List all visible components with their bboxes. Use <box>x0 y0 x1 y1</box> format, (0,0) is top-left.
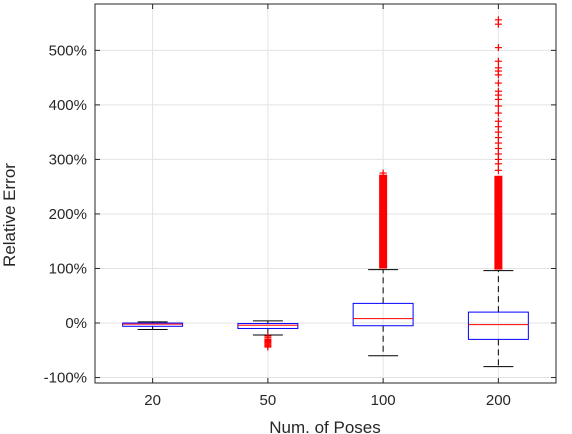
y-tick-label: -100% <box>44 370 87 387</box>
outlier-point <box>494 166 502 174</box>
outlier-point <box>494 57 502 65</box>
box-group-200 <box>467 16 529 368</box>
y-tick-label: 0% <box>65 315 87 332</box>
y-tick-label: 100% <box>49 260 87 277</box>
outlier-point <box>494 87 502 95</box>
box-iqr <box>237 323 299 329</box>
y-tick-label: 200% <box>49 206 87 223</box>
outlier-point <box>494 64 502 72</box>
dense-outlier-band <box>379 174 388 269</box>
box-group-50 <box>237 320 299 351</box>
box-group-20 <box>122 321 184 331</box>
box-iqr <box>352 302 414 327</box>
dense-outlier-band <box>494 175 503 270</box>
x-tick-label: 100 <box>371 392 396 409</box>
y-tick-label: 500% <box>49 42 87 59</box>
plot-frame <box>94 3 557 384</box>
outlier-point <box>264 343 272 351</box>
outlier-point <box>494 44 502 52</box>
plot-layer <box>122 16 529 368</box>
outlier-point <box>494 16 502 24</box>
x-axis-title: Num. of Poses <box>269 418 381 434</box>
x-tick-label: 20 <box>144 392 161 409</box>
y-axis-title: Relative Error <box>0 163 19 267</box>
box-iqr <box>467 311 529 340</box>
axis-layer: -100% 0% 100% 200% 300% 400% 500% 20 50 100 200 <box>44 3 557 409</box>
box-group-100 <box>352 169 414 357</box>
x-tick-label: 200 <box>486 392 511 409</box>
outlier-point <box>494 79 502 87</box>
x-tick-label: 50 <box>260 392 277 409</box>
y-tick-label: 400% <box>49 97 87 114</box>
box-iqr <box>122 322 184 327</box>
outlier-point <box>379 169 387 177</box>
outlier-point <box>494 109 502 117</box>
y-tick-label: 300% <box>49 151 87 168</box>
outlier-point <box>494 117 502 125</box>
outlier-point <box>494 102 502 110</box>
